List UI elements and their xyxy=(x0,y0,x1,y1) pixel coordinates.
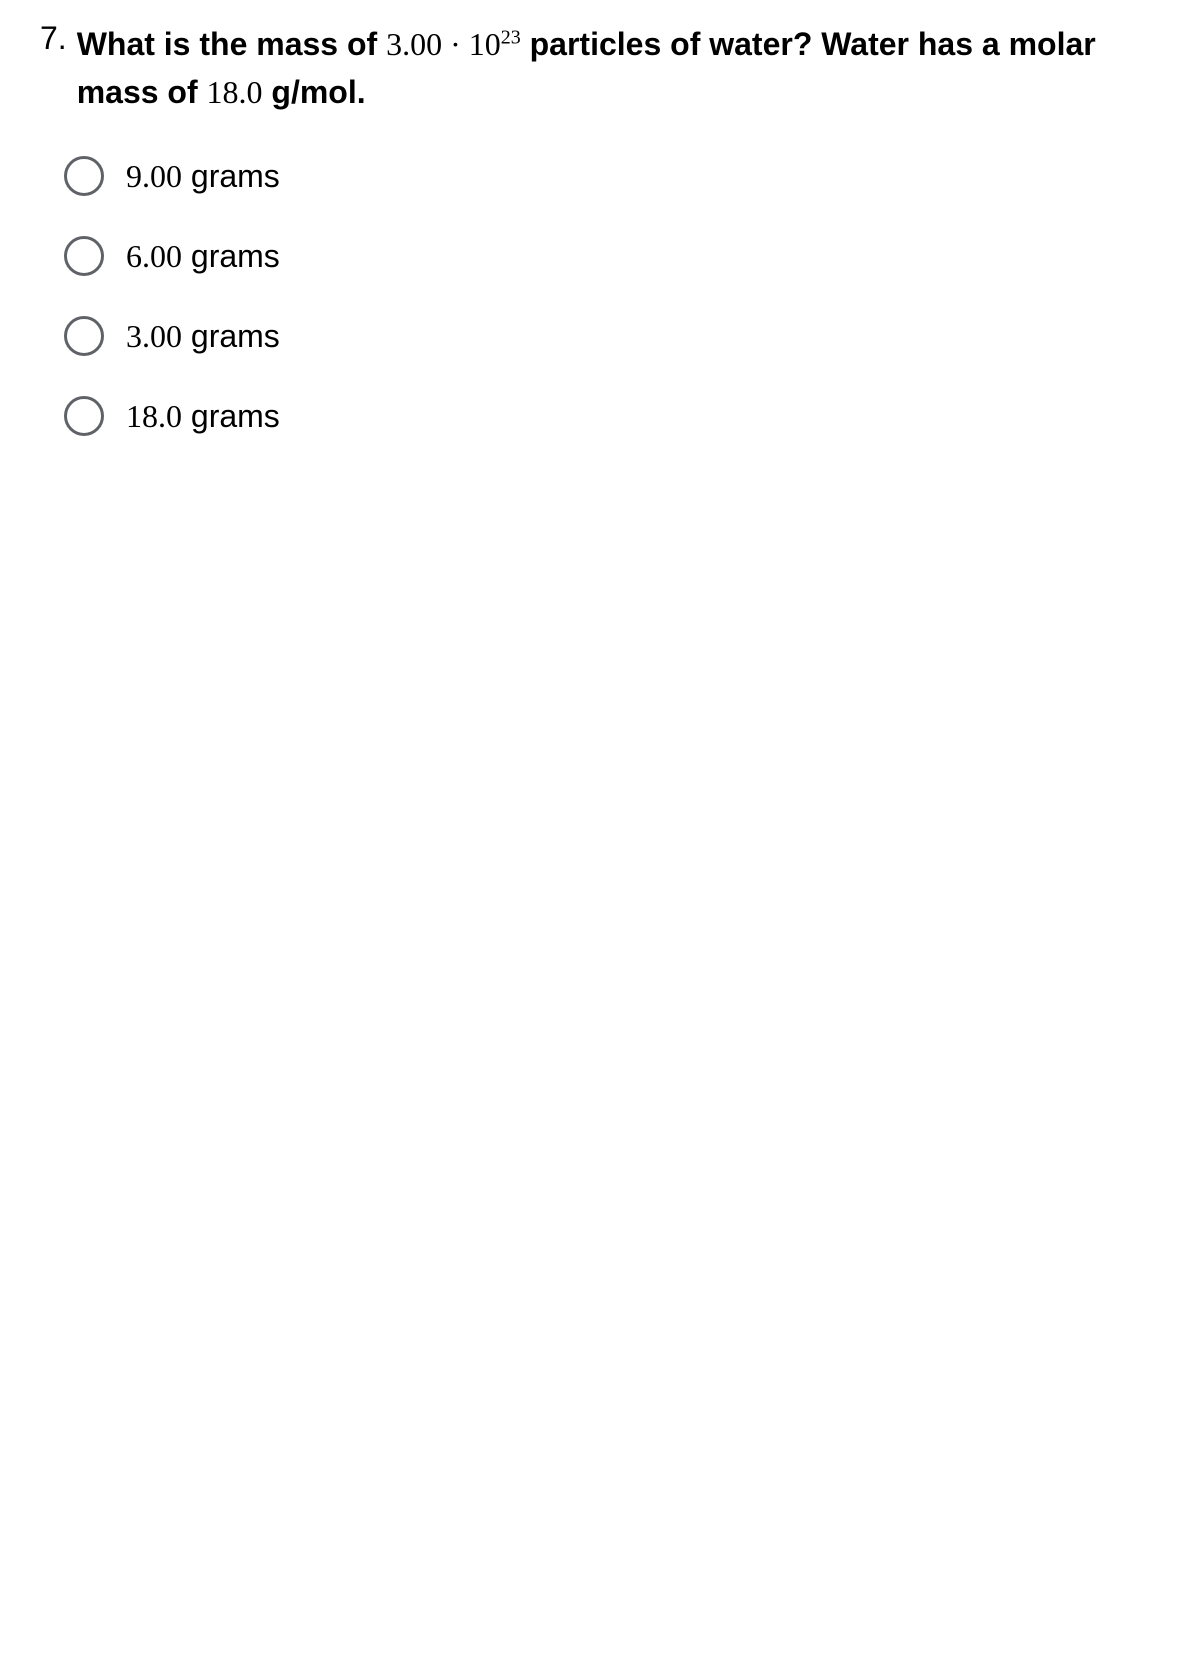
radio-icon xyxy=(64,236,104,276)
option-label: 9.00 grams xyxy=(126,158,280,195)
option-3[interactable]: 3.00 grams xyxy=(64,316,1160,356)
option-unit: grams xyxy=(182,318,280,354)
option-label: 6.00 grams xyxy=(126,238,280,275)
question-container: 7. What is the mass of 3.00 · 1023 parti… xyxy=(40,20,1160,436)
question-text-part3: g/mol. xyxy=(263,74,366,110)
option-2[interactable]: 6.00 grams xyxy=(64,236,1160,276)
question-header: 7. What is the mass of 3.00 · 1023 parti… xyxy=(40,20,1160,116)
radio-icon xyxy=(64,316,104,356)
question-exponent: 23 xyxy=(501,26,521,48)
question-text-part1: What is the mass of xyxy=(77,26,386,62)
option-unit: grams xyxy=(182,398,280,434)
option-value: 3.00 xyxy=(126,318,182,354)
question-base: 10 xyxy=(469,26,501,62)
question-number: 7. xyxy=(40,20,67,57)
options-container: 9.00 grams 6.00 grams 3.00 grams 18.0 gr… xyxy=(40,156,1160,436)
option-value: 9.00 xyxy=(126,158,182,194)
radio-icon xyxy=(64,156,104,196)
option-unit: grams xyxy=(182,238,280,274)
option-value: 6.00 xyxy=(126,238,182,274)
option-4[interactable]: 18.0 grams xyxy=(64,396,1160,436)
option-label: 18.0 grams xyxy=(126,398,280,435)
option-unit: grams xyxy=(182,158,280,194)
option-value: 18.0 xyxy=(126,398,182,434)
question-text: What is the mass of 3.00 · 1023 particle… xyxy=(77,20,1160,116)
question-molar-mass: 18.0 xyxy=(207,74,263,110)
question-multiply: · xyxy=(442,26,469,62)
radio-icon xyxy=(64,396,104,436)
option-label: 3.00 grams xyxy=(126,318,280,355)
question-coefficient: 3.00 xyxy=(386,26,442,62)
option-1[interactable]: 9.00 grams xyxy=(64,156,1160,196)
